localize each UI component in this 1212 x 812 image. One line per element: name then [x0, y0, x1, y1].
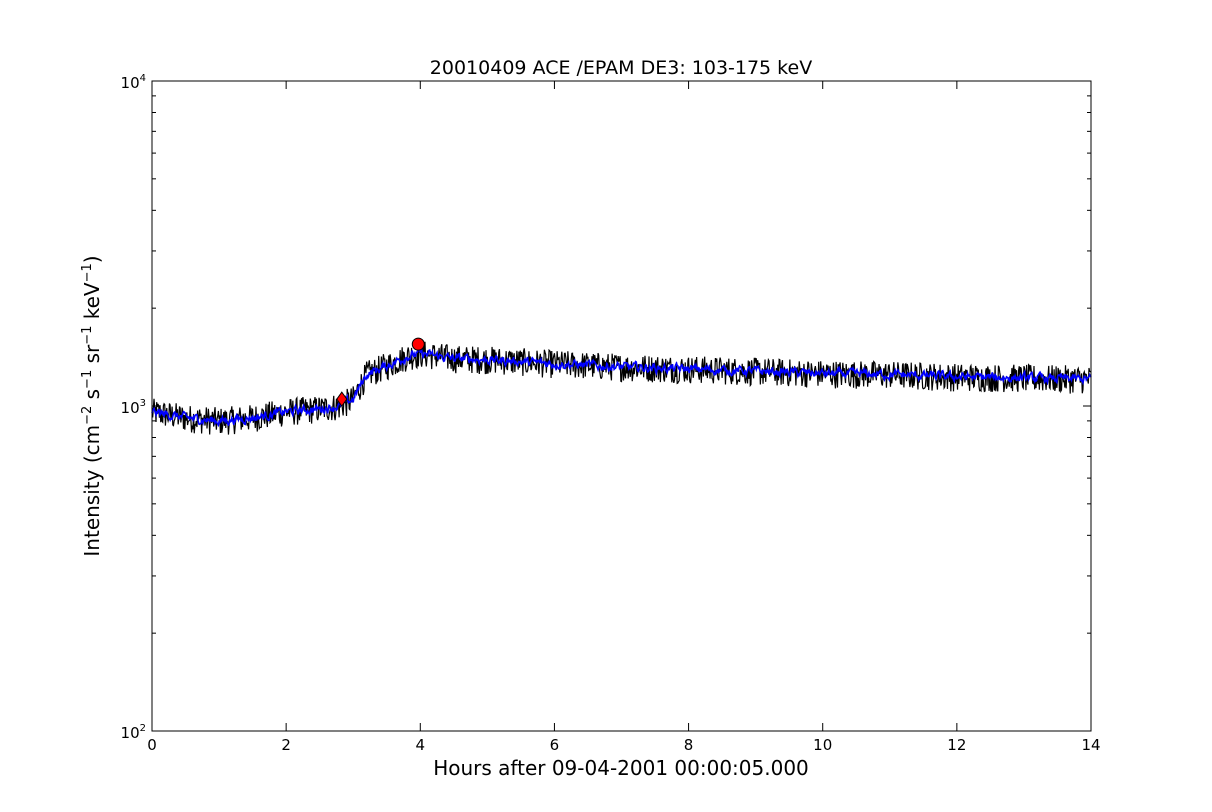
chart-title: 20010409 ACE /EPAM DE3: 103-175 keV	[430, 57, 812, 79]
y-axis-label-exp-s: −1	[80, 370, 95, 389]
x-tick-label: 14	[1081, 736, 1100, 754]
y-axis-label-kev: keV	[80, 282, 104, 326]
y-tick-labels: 102 103 104	[121, 73, 146, 742]
marker-layer	[336, 337, 425, 407]
x-tick-label: 12	[947, 736, 966, 754]
series-line-raw	[151, 341, 1092, 435]
y-axis-label: Intensity (cm−2 s−1 sr−1 keV−1)	[80, 255, 104, 556]
y-tick-label: 102	[121, 723, 146, 742]
marker-circle	[411, 337, 425, 351]
y-axis-label-suffix: )	[80, 255, 104, 263]
y-axis-label-sr: sr	[80, 344, 104, 370]
x-tick-label: 8	[684, 736, 694, 754]
y-axis-label-s: s	[80, 389, 104, 406]
x-tick-label: 10	[813, 736, 832, 754]
x-tick-label: 4	[416, 736, 426, 754]
x-tick-label: 6	[550, 736, 560, 754]
x-axis-label: Hours after 09-04-2001 00:00:05.000	[433, 756, 809, 780]
y-axis-label-exp-kev: −1	[80, 263, 95, 282]
series-line-smoothed	[151, 347, 1092, 428]
marker-diamond	[336, 391, 348, 407]
y-tick-label: 103	[121, 398, 146, 417]
y-axis-label-exp-cm: −2	[80, 406, 95, 425]
y-tick-label: 104	[121, 73, 146, 92]
y-axis-label-exp-sr: −1	[80, 326, 95, 345]
ticks-layer	[151, 80, 1092, 732]
y-axis-label-prefix: Intensity (cm	[80, 425, 104, 557]
x-tick-label: 2	[281, 736, 291, 754]
x-tick-labels: 0 2 4 6 8 10 12 14	[147, 736, 1100, 754]
x-tick-label: 0	[147, 736, 157, 754]
series-layer	[151, 341, 1092, 435]
plot-area	[151, 80, 1092, 732]
